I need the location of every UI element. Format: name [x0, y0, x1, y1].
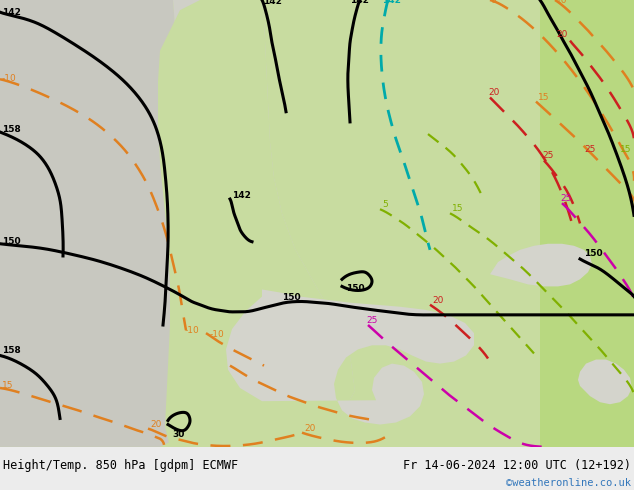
- Polygon shape: [0, 0, 634, 447]
- Text: 25: 25: [542, 151, 553, 160]
- Text: 20: 20: [432, 295, 443, 305]
- Text: 20: 20: [150, 419, 162, 429]
- Polygon shape: [226, 290, 474, 424]
- Text: 20: 20: [556, 29, 567, 39]
- Text: -10: -10: [210, 330, 224, 339]
- Text: Height/Temp. 850 hPa [gdpm] ECMWF: Height/Temp. 850 hPa [gdpm] ECMWF: [3, 459, 238, 472]
- Text: 150: 150: [282, 293, 301, 302]
- Text: 20: 20: [304, 424, 315, 433]
- Text: 25: 25: [584, 146, 595, 154]
- Text: 142: 142: [232, 191, 251, 200]
- Polygon shape: [490, 244, 592, 287]
- Polygon shape: [578, 360, 632, 404]
- Text: -10: -10: [185, 326, 200, 335]
- Text: 158: 158: [2, 125, 21, 134]
- Text: ©weatheronline.co.uk: ©weatheronline.co.uk: [506, 478, 631, 488]
- Text: 25: 25: [560, 194, 571, 203]
- Text: 25: 25: [366, 316, 377, 325]
- Text: 150: 150: [346, 285, 365, 294]
- Text: Fr 14-06-2024 12:00 UTC (12+192): Fr 14-06-2024 12:00 UTC (12+192): [403, 459, 631, 472]
- Text: 150: 150: [584, 249, 603, 258]
- Polygon shape: [173, 0, 355, 437]
- Polygon shape: [0, 0, 220, 447]
- Text: 5: 5: [382, 200, 388, 209]
- Text: 15: 15: [620, 146, 631, 154]
- Text: 20: 20: [488, 89, 500, 98]
- Text: 142: 142: [263, 0, 282, 6]
- Text: 150: 150: [2, 237, 21, 246]
- Text: 15: 15: [2, 381, 13, 390]
- Text: 142: 142: [2, 8, 21, 17]
- Text: 142: 142: [350, 0, 369, 5]
- Polygon shape: [158, 0, 355, 447]
- Text: 30: 30: [172, 430, 184, 439]
- Text: 158: 158: [2, 346, 21, 355]
- Polygon shape: [540, 0, 634, 447]
- Text: 10: 10: [556, 0, 567, 5]
- Text: 15: 15: [538, 93, 550, 101]
- Text: 142: 142: [382, 0, 401, 5]
- Text: 15: 15: [452, 204, 463, 213]
- Text: -10: -10: [2, 74, 16, 83]
- Text: 0: 0: [490, 0, 496, 5]
